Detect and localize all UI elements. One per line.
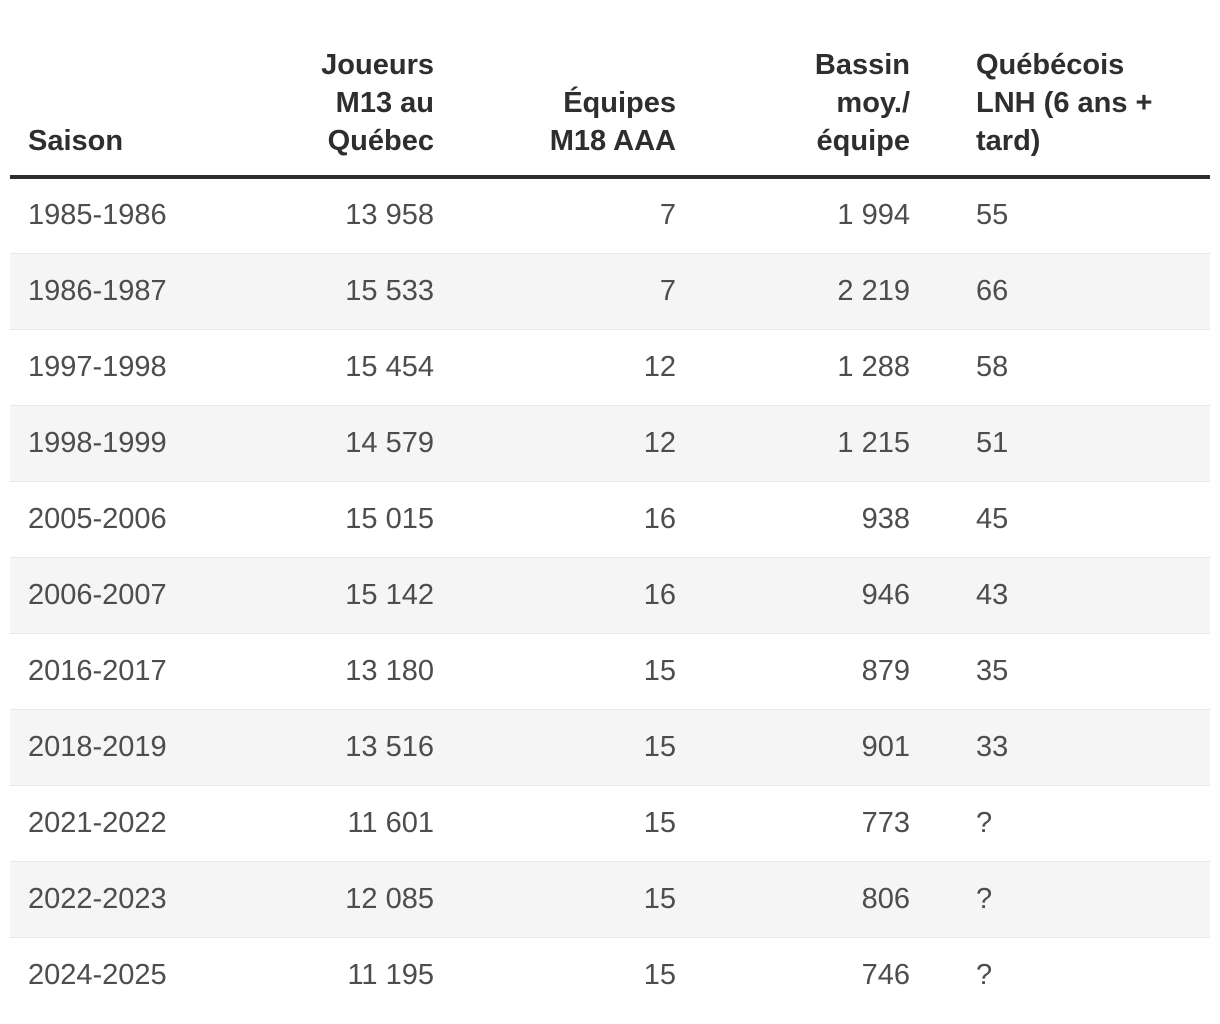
table-cell: 15 533 (345, 274, 434, 307)
table-cell: 43 (976, 578, 1009, 611)
table-cell: 12 085 (345, 882, 434, 915)
table-cell: ? (976, 958, 993, 991)
column-header: Bassin moy./ équipe (694, 0, 928, 179)
table-cell: 1998-1999 (28, 426, 167, 459)
table-header: Saison Joueurs M13 au Québec Équipes M18 A… (10, 0, 1210, 179)
table-row: 2005-2006 15 015 16 938 45 (10, 481, 1210, 557)
column-header: Saison (10, 0, 190, 179)
table-cell: 2018-2019 (28, 730, 167, 763)
table-cell: 1985-1986 (28, 199, 167, 232)
column-header: Équipes M18 AAA (452, 0, 694, 179)
table-cell: 15 (643, 654, 676, 687)
table-cell: 45 (976, 502, 1009, 535)
table-cell: 13 958 (345, 199, 434, 232)
table-row: 2006-2007 15 142 16 946 43 (10, 557, 1210, 633)
table-cell: 1 215 (837, 426, 910, 459)
table-cell: 16 (643, 502, 676, 535)
table-row: 1985-1986 13 958 7 1 994 55 (10, 177, 1210, 253)
header-row: Saison Joueurs M13 au Québec Équipes M18 A… (10, 0, 1210, 179)
table-cell: 1986-1987 (28, 274, 167, 307)
table-cell: 51 (976, 426, 1009, 459)
table-cell: 7 (659, 199, 676, 232)
column-header: Joueurs M13 au Québec (190, 0, 452, 179)
table-cell: 16 (643, 578, 676, 611)
table-row: 2022-2023 12 085 15 806? (10, 861, 1210, 937)
table-cell: 2022-2023 (28, 882, 167, 915)
column-header: Québécois LNH (6 ans + tard) (928, 0, 1210, 179)
table-cell: 7 (659, 274, 676, 307)
table-cell: 58 (976, 350, 1009, 383)
table-row: 1997-1998 15 454 12 1 288 58 (10, 329, 1210, 405)
table-body: 1985-1986 13 958 7 1 994 55 1986-1987 15 533 7 2… (10, 177, 1210, 1013)
table-cell: 2006-2007 (28, 578, 167, 611)
table-cell: 15 (643, 806, 676, 839)
table-cell: 2005-2006 (28, 502, 167, 535)
table-cell: ? (976, 882, 993, 915)
table-cell: ? (976, 806, 993, 839)
table-row: 1986-1987 15 533 7 2 219 66 (10, 253, 1210, 329)
stats-table: Saison Joueurs M13 au Québec Équipes M18 A… (10, 0, 1210, 1013)
table-cell: 12 (643, 350, 676, 383)
table-cell: 15 015 (345, 502, 434, 535)
table-cell: 2021-2022 (28, 806, 167, 839)
table-cell: 946 (861, 578, 910, 611)
table-cell: 13 516 (345, 730, 434, 763)
table-cell: 773 (861, 806, 910, 839)
table-row: 2024-2025 11 195 15 746? (10, 937, 1210, 1013)
table-cell: 1 288 (837, 350, 910, 383)
table-cell: 55 (976, 199, 1009, 232)
table-cell: 66 (976, 274, 1009, 307)
table-cell: 746 (861, 958, 910, 991)
table-row: 2016-2017 13 180 15 879 35 (10, 633, 1210, 709)
table-cell: 806 (861, 882, 910, 915)
table-cell: 1 994 (837, 199, 910, 232)
table-cell: 15 (643, 882, 676, 915)
table-cell: 2024-2025 (28, 958, 167, 991)
table-row: 2021-2022 11 601 15 773? (10, 785, 1210, 861)
table-cell: 938 (861, 502, 910, 535)
table-cell: 2 219 (837, 274, 910, 307)
table-cell: 15 (643, 730, 676, 763)
table-cell: 35 (976, 654, 1009, 687)
table-cell: 33 (976, 730, 1009, 763)
table-cell: 12 (643, 426, 676, 459)
table-cell: 1997-1998 (28, 350, 167, 383)
table-cell: 13 180 (345, 654, 434, 687)
table-cell: 15 142 (345, 578, 434, 611)
table-cell: 15 (643, 958, 676, 991)
table-cell: 879 (861, 654, 910, 687)
table-row: 1998-1999 14 579 12 1 215 51 (10, 405, 1210, 481)
table-cell: 11 601 (347, 806, 434, 839)
table-cell: 14 579 (345, 426, 434, 459)
table-cell: 2016-2017 (28, 654, 167, 687)
table-cell: 11 195 (347, 958, 434, 991)
table-cell: 901 (861, 730, 910, 763)
table-row: 2018-2019 13 516 15 901 33 (10, 709, 1210, 785)
table-cell: 15 454 (345, 350, 434, 383)
